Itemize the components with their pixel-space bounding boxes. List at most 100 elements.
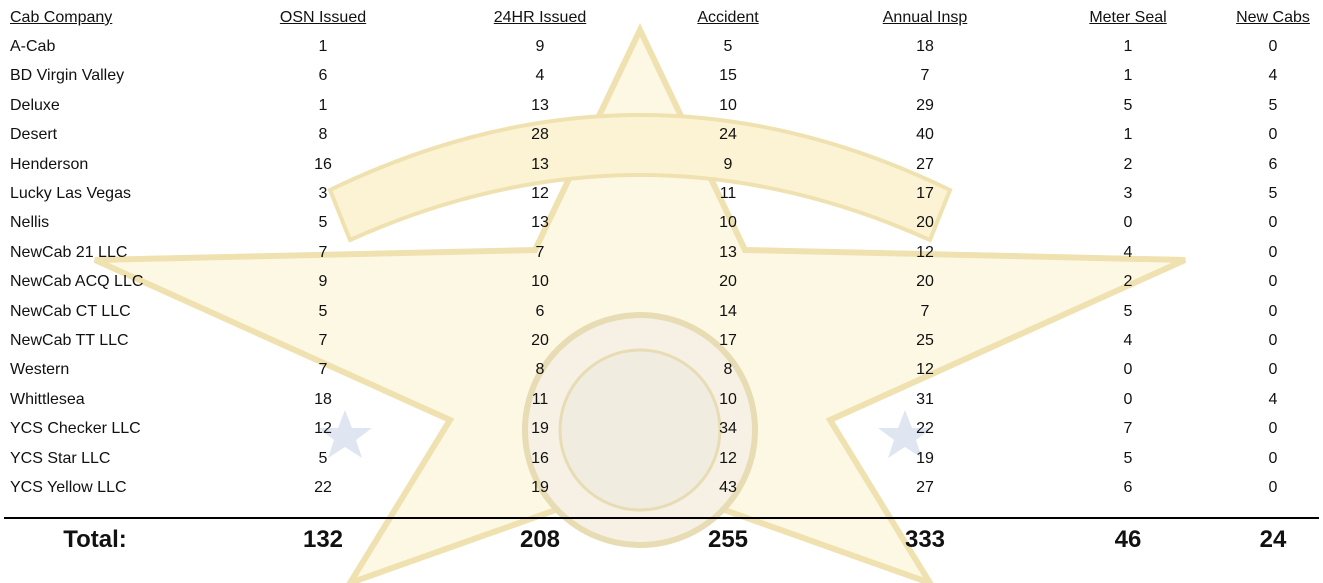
company-name: NewCab CT LLC <box>10 302 131 322</box>
cell-value: 8 <box>724 360 733 380</box>
cell-value: 0 <box>1124 360 1133 380</box>
cell-value: 4 <box>1124 331 1133 351</box>
cell-value: 0 <box>1124 213 1133 233</box>
cell-value: 7 <box>1124 419 1133 439</box>
cell-value: 1 <box>1124 66 1133 86</box>
cell-value: 6 <box>319 66 328 86</box>
cell-value: 20 <box>719 272 737 292</box>
cell-value: 11 <box>532 390 549 410</box>
cell-value: 5 <box>1124 302 1133 322</box>
company-name: Deluxe <box>10 96 60 116</box>
column-header: OSN Issued <box>280 8 366 28</box>
cell-value: 19 <box>916 449 934 469</box>
company-name: Henderson <box>10 155 88 175</box>
cell-value: 25 <box>916 331 934 351</box>
cell-value: 19 <box>531 419 549 439</box>
cell-value: 14 <box>719 302 737 322</box>
cell-value: 4 <box>1269 66 1278 86</box>
cell-value: 7 <box>921 302 930 322</box>
total-value: 333 <box>905 526 945 554</box>
cell-value: 4 <box>1269 390 1278 410</box>
total-label: Total: <box>63 526 127 554</box>
cell-value: 15 <box>719 66 737 86</box>
cell-value: 5 <box>1124 96 1133 116</box>
cell-value: 13 <box>531 96 549 116</box>
total-value: 24 <box>1260 526 1287 554</box>
total-value: 208 <box>520 526 560 554</box>
cell-value: 13 <box>719 243 737 263</box>
company-name: Lucky Las Vegas <box>10 184 131 204</box>
cell-value: 16 <box>314 155 332 175</box>
cell-value: 9 <box>724 155 733 175</box>
company-name: NewCab 21 LLC <box>10 243 127 263</box>
company-name: NewCab ACQ LLC <box>10 272 143 292</box>
cell-value: 0 <box>1269 302 1278 322</box>
cell-value: 10 <box>531 272 549 292</box>
cell-value: 5 <box>724 37 733 57</box>
cell-value: 17 <box>916 184 934 204</box>
cell-value: 7 <box>319 243 328 263</box>
cell-value: 1 <box>1124 37 1133 57</box>
cell-value: 5 <box>1269 184 1278 204</box>
cell-value: 12 <box>531 184 549 204</box>
company-name: YCS Checker LLC <box>10 419 141 439</box>
cell-value: 24 <box>719 125 737 145</box>
company-name: Nellis <box>10 213 49 233</box>
cell-value: 4 <box>536 66 545 86</box>
table: Cab Company OSN Issued 24HR Issued Accident… <box>0 0 1323 583</box>
cell-value: 17 <box>719 331 737 351</box>
total-value: 46 <box>1115 526 1142 554</box>
cell-value: 18 <box>916 37 934 57</box>
cell-value: 8 <box>536 360 545 380</box>
cell-value: 12 <box>314 419 332 439</box>
cell-value: 31 <box>916 390 934 410</box>
cell-value: 6 <box>536 302 545 322</box>
company-name: Western <box>10 360 69 380</box>
cell-value: 7 <box>319 331 328 351</box>
cell-value: 6 <box>1124 478 1133 498</box>
page: Cab Company OSN Issued 24HR Issued Accident… <box>0 0 1323 583</box>
column-header: Cab Company <box>10 8 112 28</box>
cell-value: 0 <box>1269 37 1278 57</box>
cell-value: 3 <box>1124 184 1133 204</box>
cell-value: 7 <box>536 243 545 263</box>
cell-value: 12 <box>719 449 737 469</box>
cell-value: 7 <box>921 66 930 86</box>
column-header: 24HR Issued <box>494 8 587 28</box>
column-header: Accident <box>697 8 758 28</box>
cell-value: 0 <box>1269 478 1278 498</box>
cell-value: 22 <box>314 478 332 498</box>
cell-value: 12 <box>916 243 934 263</box>
cell-value: 43 <box>719 478 737 498</box>
company-name: Whittlesea <box>10 390 85 410</box>
cell-value: 8 <box>319 125 328 145</box>
cell-value: 5 <box>319 302 328 322</box>
company-name: BD Virgin Valley <box>10 66 124 86</box>
company-name: Desert <box>10 125 57 145</box>
cell-value: 27 <box>916 155 934 175</box>
cell-value: 0 <box>1124 390 1133 410</box>
cell-value: 0 <box>1269 331 1278 351</box>
cell-value: 10 <box>719 213 737 233</box>
total-value: 132 <box>303 526 343 554</box>
cell-value: 7 <box>319 360 328 380</box>
cell-value: 10 <box>719 390 737 410</box>
cell-value: 0 <box>1269 125 1278 145</box>
cell-value: 28 <box>531 125 549 145</box>
cell-value: 1 <box>319 96 328 116</box>
cell-value: 9 <box>536 37 545 57</box>
cell-value: 5 <box>1124 449 1133 469</box>
cell-value: 6 <box>1269 155 1278 175</box>
cell-value: 0 <box>1269 243 1278 263</box>
cell-value: 5 <box>319 213 328 233</box>
cell-value: 12 <box>916 360 934 380</box>
company-name: YCS Star LLC <box>10 449 110 469</box>
company-name: A-Cab <box>10 37 55 57</box>
cell-value: 22 <box>916 419 934 439</box>
cell-value: 27 <box>916 478 934 498</box>
total-rule <box>4 517 1319 519</box>
cell-value: 1 <box>319 37 328 57</box>
company-name: YCS Yellow LLC <box>10 478 127 498</box>
cell-value: 20 <box>916 272 934 292</box>
cell-value: 9 <box>319 272 328 292</box>
